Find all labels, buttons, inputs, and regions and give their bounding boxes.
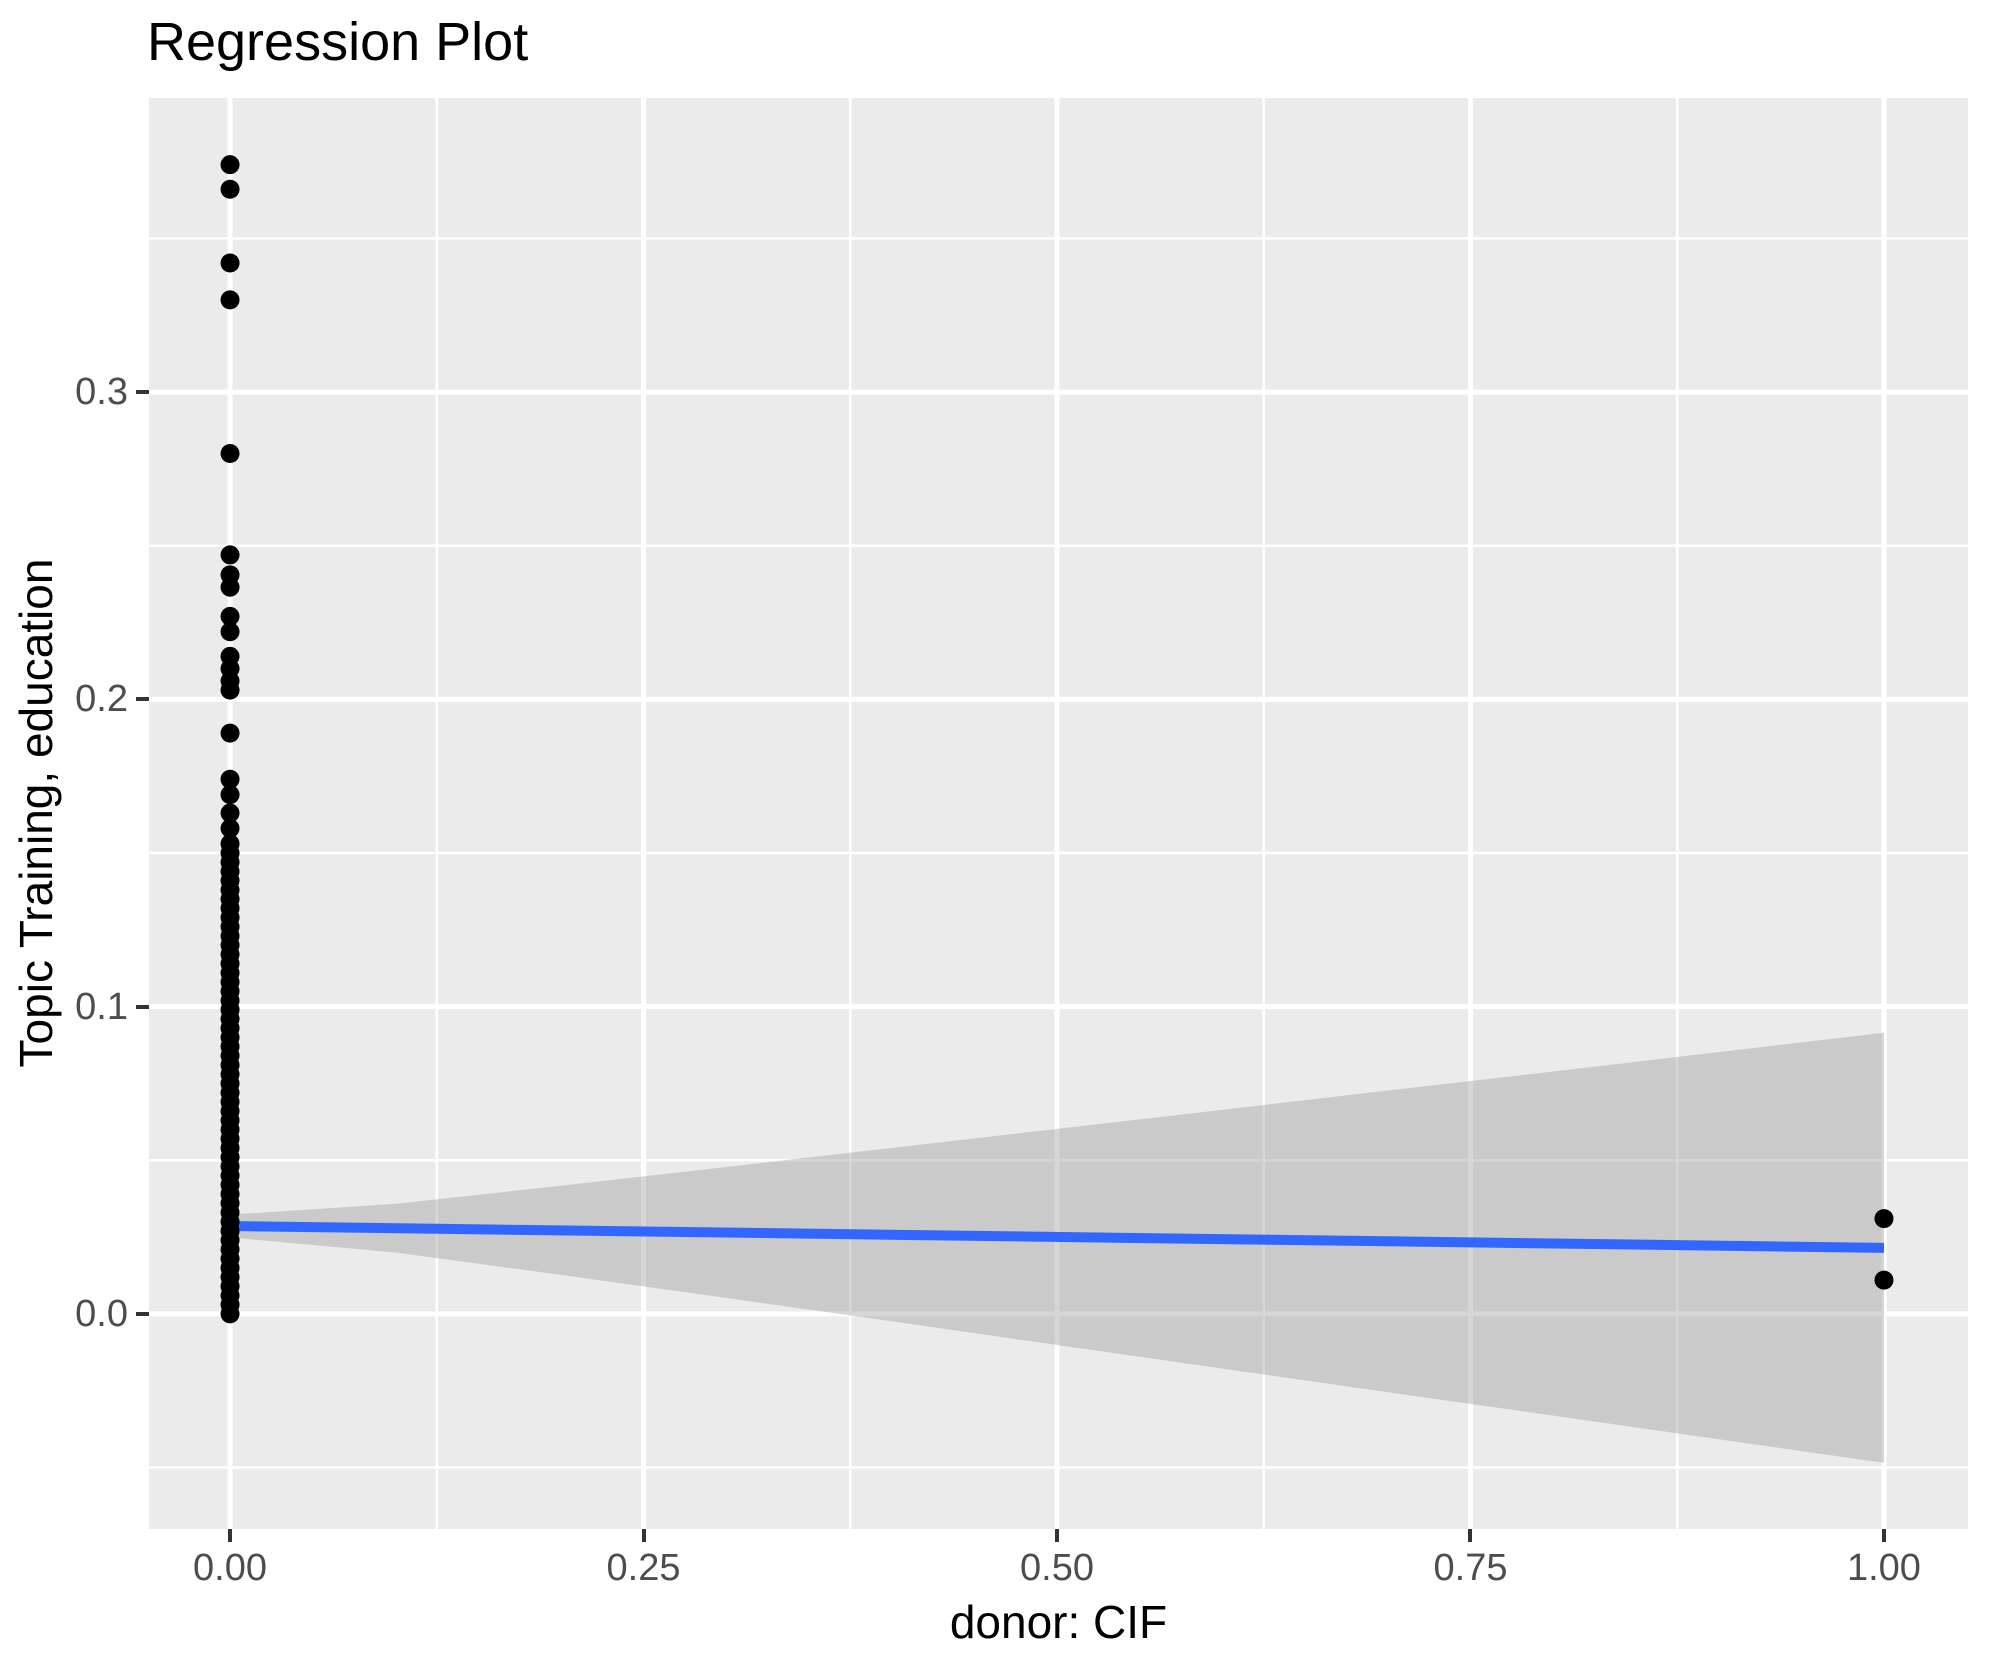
data-point [220,803,240,823]
x-tick-mark [1881,1529,1886,1542]
x-tick-mark [1055,1529,1059,1542]
data-point [220,577,240,597]
data-point [220,155,240,175]
x-tick-mark [641,1529,646,1542]
y-tick-label: 0.3 [75,371,128,414]
y-tick-label: 0.0 [75,1292,128,1335]
regression-line [229,1221,1885,1253]
data-point [220,1304,240,1324]
x-tick-label: 1.00 [1846,1547,1921,1589]
data-point [220,444,240,464]
data-point [220,680,240,700]
y-tick-mark [136,1004,149,1009]
data-point [1874,1270,1894,1290]
x-tick-label: 0.00 [193,1547,268,1589]
confidence-band [230,1032,1884,1463]
data-point [220,785,240,805]
data-point [220,769,240,789]
data-point [220,290,240,310]
data-point [220,723,240,743]
data-point [220,179,240,199]
x-tick-label: 0.25 [606,1547,681,1589]
chart-canvas [149,98,1968,1529]
x-tick-mark [1468,1529,1473,1542]
plot-title: Regression Plot [147,12,529,72]
data-point [220,253,240,273]
plot-panel [149,98,1968,1529]
y-axis-title: Topic Training, education [10,558,62,1068]
y-tick-label: 0.2 [75,678,128,721]
data-point [220,622,240,642]
x-tick-label: 0.50 [1020,1547,1094,1589]
y-tick-mark [136,390,149,395]
data-point [1874,1209,1894,1229]
y-tick-label: 0.1 [75,985,128,1028]
x-tick-mark [228,1529,233,1542]
x-tick-label: 0.75 [1433,1547,1508,1589]
y-tick-mark [136,697,149,702]
data-point [220,606,240,626]
data-point [220,545,240,565]
data-point [220,834,240,854]
x-axis-title: donor: CIF [949,1596,1168,1648]
data-point [220,818,240,838]
y-tick-mark [136,1311,149,1316]
